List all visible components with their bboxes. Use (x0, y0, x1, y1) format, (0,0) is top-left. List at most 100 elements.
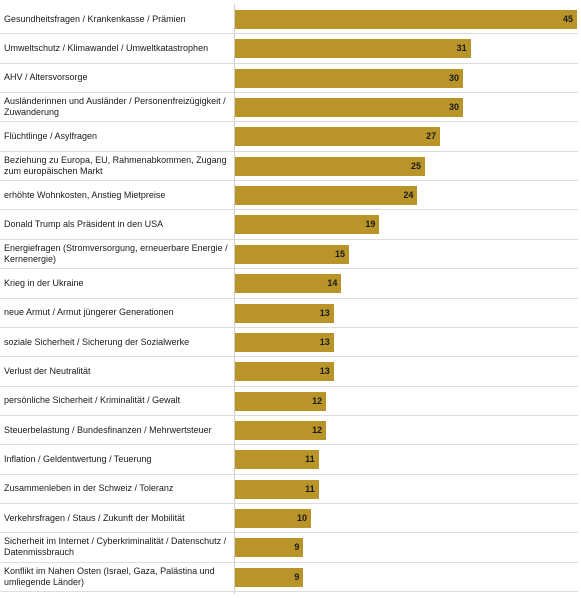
bar-group: 45 (235, 10, 577, 29)
row-divider (0, 150, 578, 152)
row-divider (0, 356, 578, 358)
axis-line (234, 4, 235, 594)
bar (235, 10, 577, 29)
bar (235, 538, 304, 558)
bar-value-label: 10 (296, 512, 307, 523)
bar (235, 156, 425, 176)
bar-value-label: 13 (319, 336, 330, 347)
category-label: soziale Sicherheit / Sicherung der Sozia… (4, 336, 190, 347)
bar-value-label: 31 (456, 43, 467, 54)
bar (235, 244, 349, 264)
bar-group: 10 (235, 508, 311, 528)
bar-value-label: 13 (319, 307, 330, 318)
row-divider (0, 209, 578, 211)
row-divider (0, 532, 578, 534)
bar (235, 567, 304, 587)
row-divider (0, 92, 578, 94)
bar (235, 68, 463, 88)
bar (235, 362, 334, 382)
row-divider (0, 561, 578, 563)
bar-value-label: 11 (305, 483, 315, 494)
category-label: Verkehrsfragen / Staus / Zukunft der Mob… (4, 512, 185, 523)
row-divider (0, 473, 578, 475)
bar-value-label: 12 (312, 424, 323, 435)
category-label: persönliche Sicherheit / Kriminalität / … (4, 395, 181, 406)
bar (235, 303, 334, 323)
bar-group: 27 (235, 127, 441, 147)
bar-group: 11 (235, 450, 319, 470)
category-label: Energiefragen (Stromversorgung, erneuerb… (4, 242, 228, 264)
row-divider (0, 62, 578, 64)
bar (235, 391, 327, 411)
category-label: Ausländerinnen und Ausländer / Personenf… (4, 96, 226, 118)
bar-value-label: 9 (294, 542, 300, 553)
bar (235, 186, 418, 206)
row-divider (0, 33, 578, 35)
bar-group: 11 (235, 479, 319, 499)
category-label: Steuerbelastung / Bundesfinanzen / Mehrw… (4, 424, 212, 435)
category-label: Donald Trump als Präsident in den USA (4, 219, 164, 230)
bar-group: 12 (235, 391, 327, 411)
bar (235, 508, 311, 528)
bar-value-label: 9 (294, 571, 300, 582)
row-divider (0, 180, 578, 182)
bar-group: 13 (235, 303, 334, 323)
bar-group: 31 (235, 39, 471, 59)
category-label: Sicherheit im Internet / Cyberkriminalit… (4, 536, 227, 558)
bar (235, 98, 463, 118)
bar-group: 30 (235, 68, 463, 88)
category-label: Konflikt im Nahen Osten (Israel, Gaza, P… (4, 565, 215, 587)
bar (235, 479, 319, 499)
bar (235, 39, 471, 59)
category-label: erhöhte Wohnkosten, Anstieg Mietpreise (4, 189, 166, 200)
category-label: Zusammenleben in der Schweiz / Toleranz (4, 483, 174, 494)
bar-group: 25 (235, 156, 425, 176)
row-divider (0, 238, 578, 240)
bar-value-label: 27 (426, 131, 437, 142)
bar-group: 12 (235, 420, 327, 440)
bar (235, 450, 319, 470)
row-divider (0, 414, 578, 416)
bar-group: 13 (235, 332, 334, 352)
category-label: Beziehung zu Europa, EU, Rahmenabkommen,… (4, 154, 227, 176)
bar-value-label: 11 (305, 454, 315, 465)
row-divider (0, 121, 578, 123)
bar-group: 19 (235, 215, 380, 235)
row-divider (0, 297, 578, 299)
row-divider (0, 326, 578, 328)
bar-group: 14 (235, 274, 342, 294)
bar-value-label: 13 (319, 366, 330, 377)
bar (235, 274, 342, 294)
row-divider (0, 591, 578, 592)
category-label: neue Armut / Armut jüngerer Generationen (4, 307, 174, 318)
bar-value-label: 19 (365, 219, 376, 230)
category-label: Krieg in der Ukraine (4, 277, 84, 288)
bar (235, 215, 380, 235)
bar-group: 13 (235, 362, 334, 382)
category-label: Verlust der Neutralität (4, 365, 91, 376)
bar (235, 332, 334, 352)
bar-value-label: 14 (327, 278, 338, 289)
row-divider (0, 502, 578, 504)
bar-value-label: 15 (334, 248, 345, 259)
bar-group: 24 (235, 186, 418, 206)
bar-group: 15 (235, 244, 349, 264)
category-label: Umweltschutz / Klimawandel / Umweltkatas… (4, 43, 209, 54)
bar-value-label: 30 (448, 102, 459, 113)
category-label: AHV / Altersvorsorge (4, 72, 88, 83)
bar-group: 30 (235, 98, 463, 118)
bar (235, 127, 441, 147)
bar-value-label: 30 (448, 72, 459, 83)
category-label: Inflation / Geldentwertung / Teuerung (4, 453, 152, 464)
bar (235, 420, 327, 440)
row-divider (0, 444, 578, 446)
bar-value-label: 12 (312, 395, 323, 406)
bar-value-label: 24 (403, 190, 414, 201)
category-label: Flüchtlinge / Asylfragen (4, 131, 98, 142)
row-divider (0, 385, 578, 387)
row-divider (0, 268, 578, 270)
bar-group: 9 (235, 567, 304, 587)
bar-value-label: 25 (410, 160, 421, 171)
category-label: Gesundheitsfragen / Krankenkasse / Prämi… (4, 13, 186, 24)
